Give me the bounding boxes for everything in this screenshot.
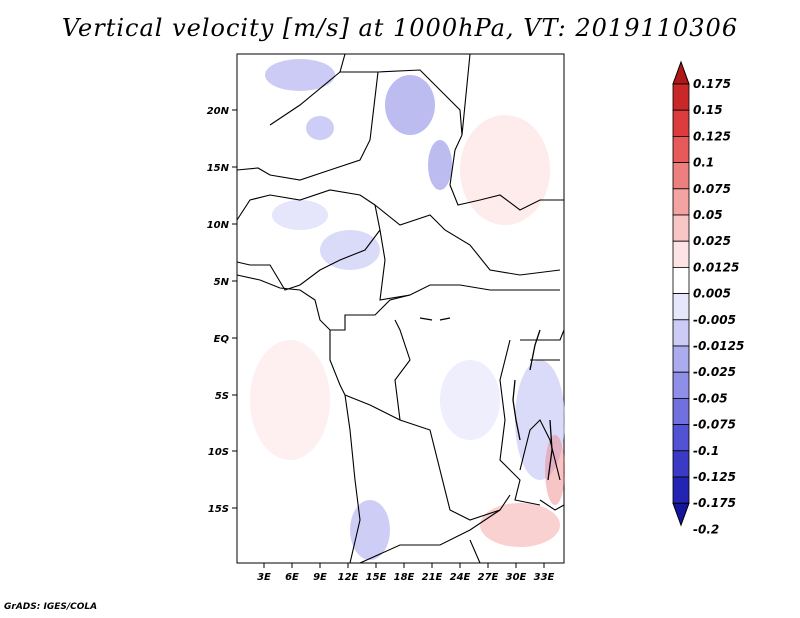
lon-label: 3E — [257, 572, 271, 583]
colorbar-labels: 0.175 0.15 0.125 0.1 0.075 0.05 0.025 0.0125 0.0… — [693, 77, 744, 536]
colorbar-label: -0.005 — [693, 313, 736, 327]
colorbar-swatch — [672, 293, 690, 321]
footer-credit: GrADS: IGES/COLA — [4, 602, 98, 612]
colorbar-swatch — [672, 83, 690, 111]
lat-label: 10N — [207, 220, 230, 231]
colorbar-swatch — [672, 240, 690, 268]
lat-label: EQ — [214, 334, 230, 345]
lakes — [419, 317, 553, 481]
lat-label: 15S — [208, 504, 229, 515]
colorbar-swatch — [672, 214, 690, 242]
colorbar-swatch — [672, 162, 690, 190]
colorbar-arrow-bottom — [672, 502, 690, 527]
lon-label: 12E — [338, 572, 359, 583]
colorbar-label: 0.175 — [693, 77, 731, 91]
chart-title: Vertical velocity [m/s] at 1000hPa, VT: … — [61, 14, 739, 42]
country-borders — [236, 53, 565, 564]
colorbar-swatch — [672, 397, 690, 425]
lat-tick-labels: 20N 15N 10N 5N EQ 5S 10S 15S — [207, 106, 230, 515]
lon-label: 15E — [366, 572, 387, 583]
lon-label: 21E — [422, 572, 443, 583]
lon-label: 9E — [313, 572, 327, 583]
lat-label: 10S — [208, 447, 229, 458]
colorbar-swatch — [672, 450, 690, 478]
lat-label: 5N — [214, 277, 230, 288]
lon-label: 24E — [450, 572, 471, 583]
colorbar-swatch — [672, 266, 690, 294]
colorbar-label: 0.05 — [693, 208, 723, 222]
lon-label: 30E — [506, 572, 527, 583]
colorbar-label: 0.025 — [693, 234, 731, 248]
lon-label: 33E — [534, 572, 555, 583]
axis-ticks — [232, 109, 545, 568]
colorbar-label: -0.025 — [693, 365, 736, 379]
colorbar-label: 0.075 — [693, 182, 731, 196]
colorbar: 0.175 0.15 0.125 0.1 0.075 0.05 0.025 0.0125 0.0… — [672, 60, 744, 536]
colorbar-swatch — [672, 345, 690, 373]
colorbar-swatch — [672, 319, 690, 347]
colorbar-arrow-top — [672, 60, 690, 85]
lon-label: 18E — [394, 572, 415, 583]
colorbar-swatch — [672, 476, 690, 504]
colorbar-label: 0.125 — [693, 129, 731, 143]
lon-label: 6E — [285, 572, 299, 583]
colorbar-label: 0.1 — [693, 156, 714, 170]
map-panel: 3E 6E 9E 12E 15E 18E 21E 24E 27E 30E 33E… — [207, 53, 565, 583]
colorbar-swatches — [672, 60, 690, 527]
colorbar-label: -0.1 — [693, 444, 719, 458]
colorbar-swatch — [672, 135, 690, 163]
colorbar-label: -0.175 — [693, 496, 736, 510]
lon-label: 27E — [478, 572, 499, 583]
colorbar-swatch — [672, 188, 690, 216]
lat-label: 5S — [215, 391, 229, 402]
colorbar-label: -0.0125 — [693, 339, 744, 353]
colorbar-label: 0.005 — [693, 287, 731, 301]
colorbar-swatch — [672, 371, 690, 399]
lat-label: 20N — [207, 106, 230, 117]
velocity-field-shading — [250, 59, 565, 560]
colorbar-label: 0.0125 — [693, 260, 739, 274]
colorbar-label: 0.15 — [693, 103, 723, 117]
colorbar-swatch — [672, 109, 690, 137]
colorbar-swatch — [672, 424, 690, 452]
colorbar-label: -0.2 — [693, 522, 719, 536]
lat-label: 15N — [207, 163, 230, 174]
colorbar-label: -0.075 — [693, 418, 736, 432]
colorbar-label: -0.125 — [693, 470, 736, 484]
colorbar-label: -0.05 — [693, 391, 728, 405]
lon-tick-labels: 3E 6E 9E 12E 15E 18E 21E 24E 27E 30E 33E — [257, 572, 554, 583]
